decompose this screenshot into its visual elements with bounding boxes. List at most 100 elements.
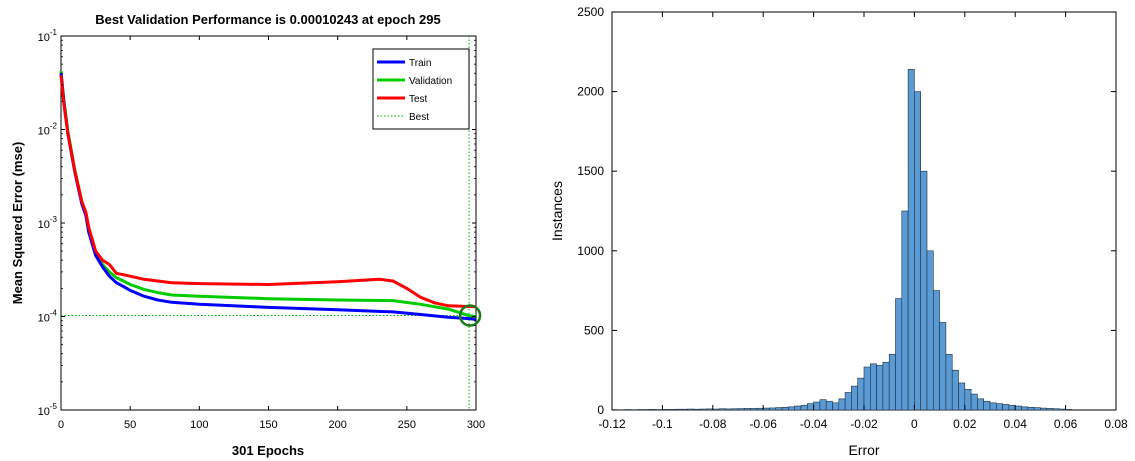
histogram-bar [743,408,751,411]
performance-plot: Best Validation Performance is 0.0001024… [10,12,485,458]
histogram-bar [794,405,802,411]
x-tick-label: -0.02 [850,417,878,431]
x-tick-label: 200 [328,419,346,431]
histogram-bar [977,398,985,411]
legend-label-validation: Validation [409,76,452,87]
histogram-bar [1002,404,1010,411]
histogram-bar [951,369,959,411]
x-tick-label: -0.08 [699,417,727,431]
histogram-bar [649,409,657,411]
histogram-bar [1052,408,1060,411]
histogram-bar [775,407,783,411]
histogram-y-axis-label: Instances [549,181,565,241]
y-tick-label: 2500 [577,5,604,19]
histogram-bar [926,250,934,411]
x-tick-label: 300 [467,419,485,431]
x-tick-label: 0.02 [953,417,977,431]
legend-label-test: Test [409,94,428,105]
histogram-bar [788,406,796,411]
x-tick-label: 150 [259,419,277,431]
histogram-bar [1021,406,1029,411]
performance-y-axis-label: Mean Squared Error (mse) [10,142,25,305]
histogram-bar [989,402,997,411]
histogram-bar [1059,408,1066,411]
y-tick-label: 1000 [577,244,604,258]
best-point-marker [458,304,482,327]
y-tick-label: 10-4 [38,309,58,325]
performance-x-axis-label: 301 Epochs [232,443,304,458]
histogram-bar [907,69,915,411]
histogram-axes-box [611,11,1117,411]
histogram-bar [756,407,764,411]
histogram-bar [725,408,733,411]
x-tick-label: 0.08 [1104,417,1128,431]
x-tick-label: -0.04 [800,417,828,431]
histogram-bar [680,408,688,411]
histogram-bar [895,298,903,411]
histogram-bar [706,408,714,411]
histogram-bar [832,402,840,411]
x-tick-label: 0 [911,417,918,431]
histogram-bar [781,406,789,411]
histogram-bar [1046,408,1054,411]
histogram-bar [813,401,821,411]
x-tick-label: 100 [190,419,208,431]
histogram-bar [888,353,896,411]
histogram-bar [1065,409,1073,411]
histogram-bar [851,385,859,411]
histogram-bar [932,290,940,411]
y-tick-label: 10-1 [38,28,58,44]
histogram-bar [1027,406,1035,411]
legend-label-train: Train [409,58,431,69]
histogram-bar [825,400,833,411]
histogram-x-axis-label: Error [848,442,879,458]
histogram-bar [970,393,978,411]
histogram-bar [964,388,972,411]
histogram-bar [712,408,720,411]
histogram-bar [869,363,877,411]
histogram-bar [901,210,909,411]
histogram-bar [806,403,814,411]
histogram-bar [876,365,884,411]
histogram-bar [1008,404,1016,411]
legend-label-best: Best [409,112,429,123]
x-tick-label: -0.1 [652,417,673,431]
histogram-bar [882,361,890,411]
x-tick-label: -0.12 [598,417,626,431]
histogram-bar [718,408,726,411]
histogram-bar [920,170,928,411]
histogram-bar [662,409,670,411]
histogram-bar [983,400,991,411]
histogram-bar [819,399,827,411]
series-line-test [59,75,477,309]
histogram-bar [958,382,966,411]
histogram-bar [800,404,808,411]
histogram-bar [857,377,865,411]
histogram-bar [668,409,676,411]
performance-legend: Train Validation Test Best [372,48,470,130]
histogram-bar [863,366,871,411]
x-tick-label: 0.04 [1004,417,1028,431]
x-tick-label: 0 [58,419,64,431]
histogram-bar [914,91,922,411]
y-tick-label: 1500 [577,164,604,178]
error-histogram: -0.12 -0.1 -0.08 -0.06 -0.04 -0.02 0 0.02 0.04 0.… [549,5,1128,458]
histogram-bar [731,408,739,411]
histogram-bar [674,408,682,411]
x-tick-label: 250 [398,419,416,431]
histogram-bar [687,408,695,411]
histogram-bar [1014,405,1022,411]
x-tick-label: 0.06 [1054,417,1078,431]
performance-title: Best Validation Performance is 0.0001024… [95,12,440,27]
histogram-bar [737,408,745,411]
histogram-bar [750,408,758,411]
y-tick-label: 10-3 [38,215,58,231]
histogram-bar [693,408,701,411]
histogram-bar [699,408,707,411]
histogram-bar [995,403,1003,411]
histogram-bar [838,398,846,411]
histogram-bar [769,407,777,411]
histogram-bar [844,392,852,411]
y-tick-label: 500 [584,323,604,337]
